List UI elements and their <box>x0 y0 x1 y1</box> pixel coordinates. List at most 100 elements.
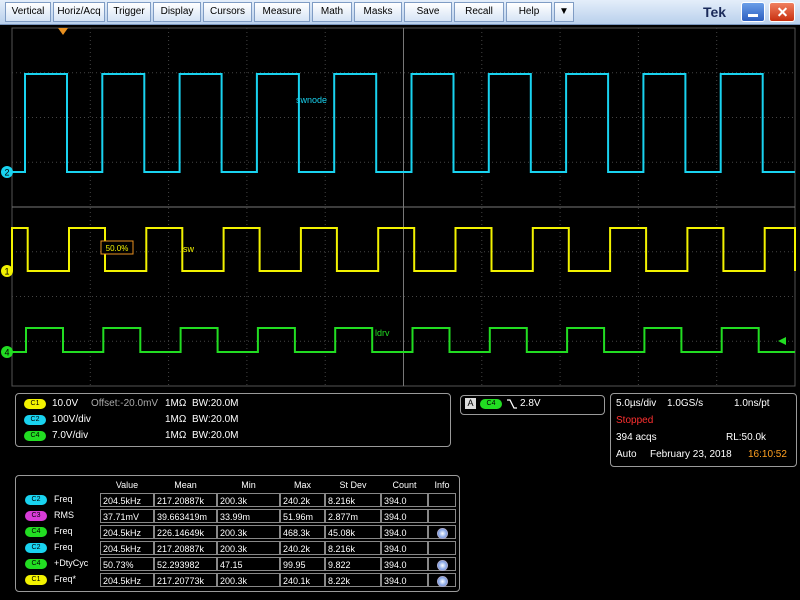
channel-marker <box>1 166 13 178</box>
channel-bandwidth: BW:20.0M <box>192 398 239 409</box>
measurement-value: 226.14649k <box>154 525 217 539</box>
acq-time: 16:10:52 <box>748 449 787 460</box>
measurement-value: 2.877m <box>325 509 381 523</box>
info-icon[interactable] <box>437 560 448 571</box>
waveform <box>12 73 795 173</box>
menu-button[interactable]: Horiz/Acq <box>53 2 105 22</box>
measurement-value: 394.0 <box>381 493 428 507</box>
measurement-header: St Dev <box>339 480 367 490</box>
acq-acqs: 394 acqs <box>616 432 657 443</box>
channel-badge: C4 <box>25 527 47 537</box>
channel-offset: Offset:-20.0mV <box>91 398 159 409</box>
measurement-value: 217.20887k <box>154 541 217 555</box>
trigger-position-marker <box>58 28 68 35</box>
measurement-value: 8.22k <box>325 573 381 587</box>
menu-button[interactable]: Trigger <box>107 2 151 22</box>
measurement-name: RMS <box>54 510 74 520</box>
measurement-value: 217.20773k <box>154 573 217 587</box>
channel-scale: 100V/div <box>52 414 91 425</box>
measurement-value: 204.5kHz <box>100 573 154 587</box>
measurement-value: 51.96m <box>280 509 325 523</box>
measurement-value: 39.663419m <box>154 509 217 523</box>
measurement-name: Freq <box>54 542 73 552</box>
info-cell[interactable] <box>428 573 456 587</box>
cursor-label-box <box>100 240 134 255</box>
measurement-header: Info <box>434 480 450 490</box>
trigger-level-marker <box>778 337 786 345</box>
info-cell[interactable] <box>428 557 456 571</box>
acq-record-length: RL:50.0k <box>726 432 767 443</box>
menu-button[interactable]: Save <box>404 2 452 22</box>
channel-badge: C1 <box>24 399 46 409</box>
menu-button[interactable]: Measure <box>254 2 310 22</box>
measurement-value: 9.822 <box>325 557 381 571</box>
acquisition-panel <box>610 393 797 467</box>
measurement-value: 47.15 <box>217 557 280 571</box>
minimize-glyph <box>748 14 758 17</box>
measurement-value: 8.216k <box>325 493 381 507</box>
channel-badge: C4 <box>480 399 502 409</box>
menu-button[interactable]: ▼ <box>554 2 574 22</box>
menu-button[interactable]: Help <box>506 2 552 22</box>
acq-state: Stopped <box>616 415 654 426</box>
close-button[interactable] <box>769 2 795 22</box>
measurement-panel <box>15 475 460 592</box>
channel-marker <box>1 346 13 358</box>
measurement-name: Freq* <box>54 574 77 584</box>
channel-marker <box>1 265 13 277</box>
measurement-value: 240.2k <box>280 493 325 507</box>
channel-marker-label: 2 <box>4 168 9 178</box>
minimize-button[interactable] <box>741 2 765 22</box>
measurement-value: 240.1k <box>280 573 325 587</box>
acq-sample-rate: 1.0GS/s <box>667 398 704 409</box>
waveform-label: ldrv <box>375 328 390 338</box>
measurement-name: Freq <box>54 526 73 536</box>
menu-button[interactable]: Math <box>312 2 352 22</box>
measurement-value: 200.3k <box>217 493 280 507</box>
measurement-name: Freq <box>54 494 73 504</box>
waveform-label: sw <box>183 244 195 254</box>
info-icon[interactable] <box>437 576 448 587</box>
measurement-value: 204.5kHz <box>100 493 154 507</box>
measurement-value: 394.0 <box>381 573 428 587</box>
measurement-value: 8.216k <box>325 541 381 555</box>
info-cell <box>428 493 456 507</box>
measurement-value: 217.20887k <box>154 493 217 507</box>
measurement-value: 200.3k <box>217 525 280 539</box>
brand: Tek <box>703 4 727 20</box>
menu-button[interactable]: Cursors <box>203 2 252 22</box>
acq-trigger-mode: Auto <box>616 449 637 460</box>
measurement-header: Count <box>392 480 417 490</box>
channel-coupling: 1MΩ <box>165 398 187 409</box>
measurement-value: 240.2k <box>280 541 325 555</box>
menu-button[interactable]: Display <box>153 2 201 22</box>
menu-button[interactable]: Masks <box>354 2 402 22</box>
channel-scale: 7.0V/div <box>52 430 89 441</box>
channel-badge: C4 <box>25 559 47 569</box>
menu-button[interactable]: Vertical <box>5 2 51 22</box>
menu-bar: Vertical Horiz/Acq Trigger Display Cursors Me… <box>0 0 800 25</box>
waveform <box>11 227 796 272</box>
channel-scale: 10.0V <box>52 398 79 409</box>
acq-time-div: 5.0µs/div <box>616 398 657 409</box>
channel-marker-label: 4 <box>4 348 9 358</box>
measurement-value: 50.73% <box>100 557 154 571</box>
measurement-value: 200.3k <box>217 541 280 555</box>
channel-bandwidth: BW:20.0M <box>192 430 239 441</box>
channel-bandwidth: BW:20.0M <box>192 414 239 425</box>
measurement-header: Min <box>241 480 256 490</box>
channel-coupling: 1MΩ <box>165 430 187 441</box>
trigger-slope <box>507 399 517 409</box>
menu-button[interactable]: Recall <box>454 2 504 22</box>
channel-badge: C4 <box>24 431 46 441</box>
info-icon[interactable] <box>437 528 448 539</box>
measurement-value: 468.3k <box>280 525 325 539</box>
measurement-header: Max <box>293 480 311 490</box>
channel-badge: C1 <box>25 575 47 585</box>
info-cell[interactable] <box>428 525 456 539</box>
waveform <box>12 327 795 353</box>
graticule: 2 swnode 1 sw 50.0% 4 ldrv <box>1 27 796 387</box>
channel-badge: C2 <box>25 543 47 553</box>
acq-date: February 23, 2018 <box>650 449 732 460</box>
